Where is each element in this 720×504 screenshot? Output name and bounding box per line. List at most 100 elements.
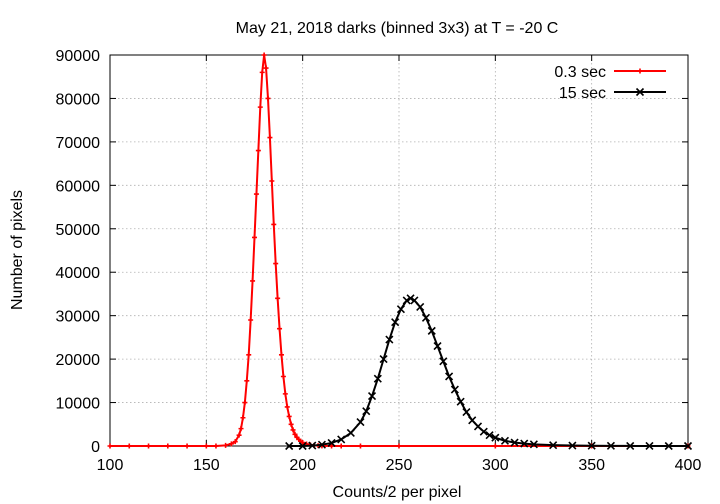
data-point [396,305,405,314]
x-tick-label: 250 [386,457,413,474]
x-tick-label: 150 [193,457,220,474]
data-point [263,65,269,71]
data-point [290,427,296,433]
y-tick-label: 0 [91,439,100,456]
data-point [300,440,306,446]
data-point [317,440,326,449]
x-tick-label: 200 [289,457,316,474]
data-point [280,373,286,379]
data-point [385,335,394,344]
x-tick-label: 400 [675,457,702,474]
data-point [427,326,436,335]
data-point [664,441,673,451]
data-point [338,443,344,449]
data-point [587,441,596,450]
data-point [228,441,234,447]
data-point [520,439,529,448]
data-point [267,135,273,141]
y-tick-label: 30000 [56,309,101,326]
series-line-15-sec [289,297,688,447]
data-point [645,441,654,451]
grid-lines [110,55,688,446]
series-15-sec [285,294,693,451]
data-point [626,441,635,451]
data-point [462,408,471,417]
x-tick-label: 350 [578,457,605,474]
y-tick-label: 90000 [56,48,101,65]
data-point [259,69,265,75]
data-point [292,431,298,437]
data-point [329,443,335,449]
data-point [223,442,229,448]
data-point [402,296,411,305]
y-tick-label: 70000 [56,135,101,152]
data-point [261,52,267,58]
data-point [500,436,510,445]
data-point [468,416,477,425]
data-point [242,400,248,406]
data-point [357,443,363,449]
data-point [236,432,242,438]
data-point [269,178,275,184]
data-point [373,374,382,383]
data-point [492,443,498,449]
data-point [445,372,454,381]
data-point [491,433,500,442]
data-point [450,385,459,394]
data-point [107,443,113,449]
legend-marker [637,68,643,74]
data-point [284,404,290,410]
data-point [346,428,355,438]
y-tick-label: 20000 [56,352,101,369]
legend: 0.3 sec 15 sec [554,64,666,102]
data-point [273,261,279,267]
y-tick-label: 10000 [56,396,101,413]
data-point [265,95,271,101]
data-point [406,294,415,303]
data-point [479,427,488,436]
data-point [213,443,219,449]
data-point [683,441,693,451]
data-point [396,443,402,449]
data-point [421,313,431,322]
data-point [246,352,252,358]
data-point [203,443,209,449]
data-point [248,317,254,323]
x-axis-title: Counts/2 per pixel [333,484,462,501]
data-point [126,443,132,449]
data-point [391,318,400,327]
data-point [238,426,244,432]
chart-title: May 21, 2018 darks (binned 3x3) at T = -… [236,20,559,37]
data-point [510,438,519,447]
data-point [337,435,346,444]
data-point [416,302,425,312]
data-point [439,357,448,366]
data-point [606,441,615,450]
data-point [568,441,577,450]
data-point [165,443,171,449]
data-point [529,440,538,449]
data-point [410,296,419,305]
data-point [244,378,250,384]
y-tick-label: 40000 [56,265,101,282]
data-point [356,418,365,427]
y-axis-title: Number of pixels [9,190,26,310]
series-layer [107,52,693,451]
data-point [308,441,317,450]
data-point [240,415,246,421]
legend-label: 15 sec [559,85,606,102]
data-point [271,221,277,227]
data-point [286,413,292,419]
data-point [456,397,465,406]
y-tick-label: 60000 [56,178,101,195]
data-point [485,431,494,440]
data-point [146,443,152,449]
data-point [549,441,558,450]
data-point [362,407,371,416]
legend-marker [635,87,645,97]
data-point [278,352,284,358]
data-point [379,355,388,364]
axis-ticks: 100 150 200 250 300 350 400 0 10000 20000 30000 400… [56,48,702,474]
data-point [288,421,294,427]
data-point [252,234,257,240]
